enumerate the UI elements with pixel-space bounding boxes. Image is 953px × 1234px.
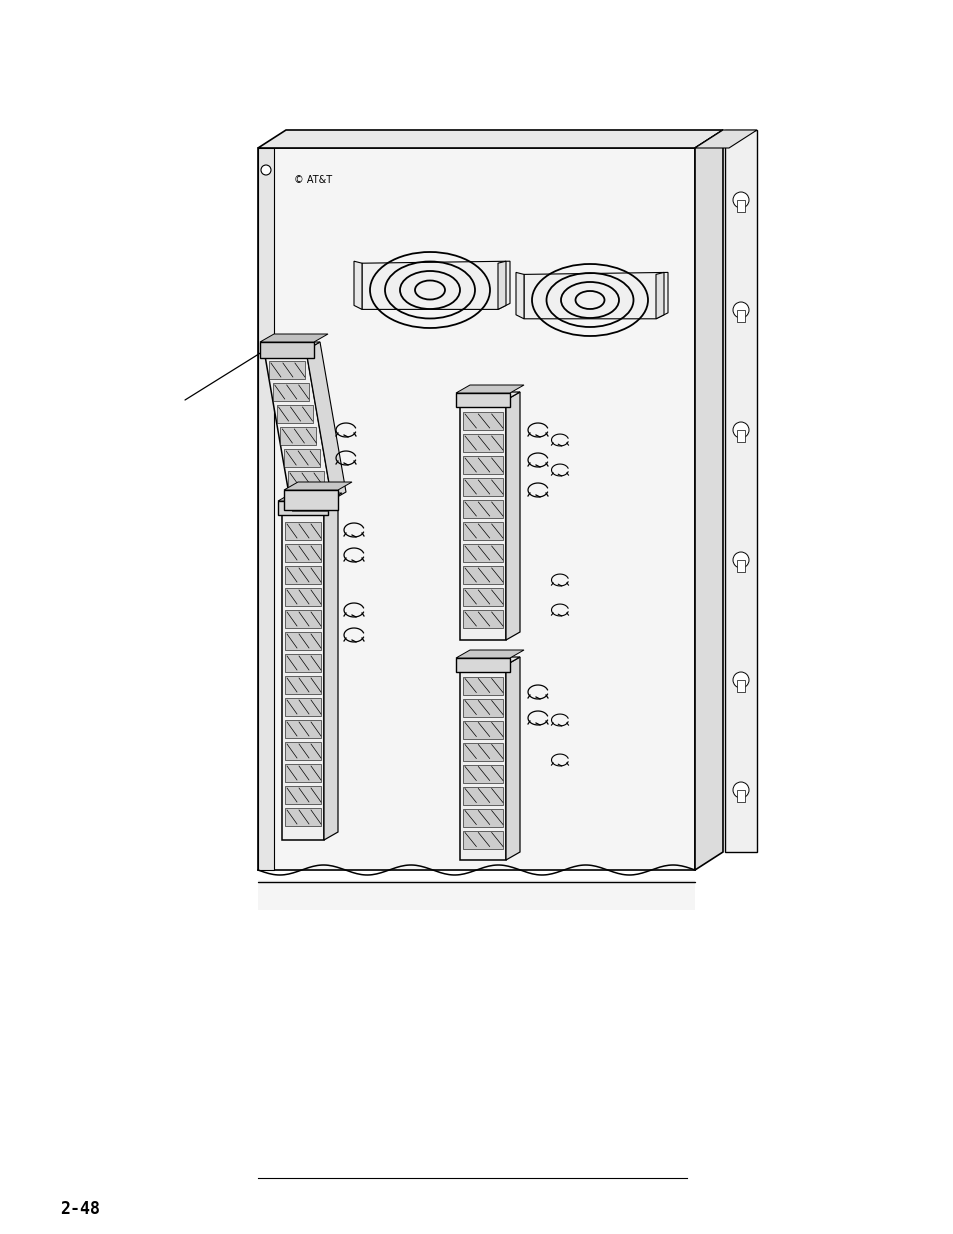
Polygon shape bbox=[285, 786, 320, 805]
Polygon shape bbox=[456, 658, 510, 673]
Polygon shape bbox=[462, 412, 502, 429]
Polygon shape bbox=[285, 676, 320, 694]
Text: 2-48: 2-48 bbox=[60, 1199, 100, 1218]
Polygon shape bbox=[459, 400, 505, 640]
Polygon shape bbox=[462, 434, 502, 452]
Polygon shape bbox=[324, 500, 337, 840]
Polygon shape bbox=[462, 610, 502, 628]
Polygon shape bbox=[280, 427, 316, 445]
Polygon shape bbox=[285, 632, 320, 650]
Polygon shape bbox=[737, 310, 744, 322]
Polygon shape bbox=[516, 273, 523, 318]
Polygon shape bbox=[656, 273, 663, 318]
Polygon shape bbox=[462, 808, 502, 827]
Polygon shape bbox=[462, 743, 502, 760]
Polygon shape bbox=[497, 262, 505, 310]
Polygon shape bbox=[354, 262, 361, 310]
Circle shape bbox=[732, 422, 748, 438]
Polygon shape bbox=[292, 494, 328, 511]
Polygon shape bbox=[462, 698, 502, 717]
Polygon shape bbox=[456, 392, 510, 407]
Polygon shape bbox=[265, 339, 301, 357]
Polygon shape bbox=[260, 334, 328, 342]
Polygon shape bbox=[257, 130, 722, 148]
Polygon shape bbox=[269, 362, 305, 379]
Polygon shape bbox=[456, 385, 523, 392]
Polygon shape bbox=[284, 482, 352, 490]
Polygon shape bbox=[288, 471, 324, 489]
Polygon shape bbox=[285, 764, 320, 782]
Polygon shape bbox=[276, 405, 313, 423]
Polygon shape bbox=[695, 130, 722, 870]
Polygon shape bbox=[282, 508, 324, 840]
Polygon shape bbox=[285, 587, 320, 606]
Polygon shape bbox=[306, 342, 346, 500]
Polygon shape bbox=[737, 200, 744, 212]
Polygon shape bbox=[462, 721, 502, 738]
Polygon shape bbox=[285, 566, 320, 584]
Polygon shape bbox=[459, 665, 505, 860]
Polygon shape bbox=[273, 383, 309, 401]
Polygon shape bbox=[462, 830, 502, 849]
Polygon shape bbox=[462, 676, 502, 695]
Circle shape bbox=[732, 782, 748, 798]
Polygon shape bbox=[264, 342, 319, 350]
Polygon shape bbox=[462, 522, 502, 540]
Polygon shape bbox=[257, 148, 695, 870]
Circle shape bbox=[732, 552, 748, 568]
Polygon shape bbox=[456, 650, 523, 658]
Polygon shape bbox=[282, 500, 337, 508]
Polygon shape bbox=[277, 501, 328, 515]
Circle shape bbox=[261, 165, 271, 175]
Polygon shape bbox=[257, 880, 695, 909]
Polygon shape bbox=[285, 742, 320, 760]
Polygon shape bbox=[462, 544, 502, 561]
Polygon shape bbox=[260, 342, 314, 358]
Text: © AT&T: © AT&T bbox=[294, 175, 332, 185]
Polygon shape bbox=[462, 587, 502, 606]
Polygon shape bbox=[462, 786, 502, 805]
Circle shape bbox=[732, 302, 748, 318]
Polygon shape bbox=[285, 544, 320, 561]
Polygon shape bbox=[459, 656, 519, 665]
Polygon shape bbox=[285, 719, 320, 738]
Polygon shape bbox=[285, 654, 320, 673]
Polygon shape bbox=[285, 522, 320, 540]
Polygon shape bbox=[285, 698, 320, 716]
Polygon shape bbox=[737, 680, 744, 692]
Polygon shape bbox=[285, 808, 320, 826]
Polygon shape bbox=[277, 494, 341, 501]
Polygon shape bbox=[737, 790, 744, 802]
Circle shape bbox=[732, 673, 748, 689]
Polygon shape bbox=[257, 148, 274, 870]
Polygon shape bbox=[284, 449, 320, 466]
Polygon shape bbox=[523, 273, 667, 318]
Polygon shape bbox=[462, 500, 502, 518]
Polygon shape bbox=[285, 610, 320, 628]
Polygon shape bbox=[737, 429, 744, 442]
Polygon shape bbox=[462, 765, 502, 782]
Polygon shape bbox=[737, 560, 744, 573]
Polygon shape bbox=[505, 392, 519, 640]
Polygon shape bbox=[695, 130, 757, 148]
Polygon shape bbox=[284, 490, 337, 510]
Polygon shape bbox=[462, 566, 502, 584]
Polygon shape bbox=[462, 457, 502, 474]
Polygon shape bbox=[462, 478, 502, 496]
Polygon shape bbox=[459, 392, 519, 400]
Circle shape bbox=[732, 193, 748, 209]
Polygon shape bbox=[361, 262, 510, 310]
Polygon shape bbox=[505, 656, 519, 860]
Polygon shape bbox=[264, 350, 332, 500]
Polygon shape bbox=[724, 130, 757, 851]
